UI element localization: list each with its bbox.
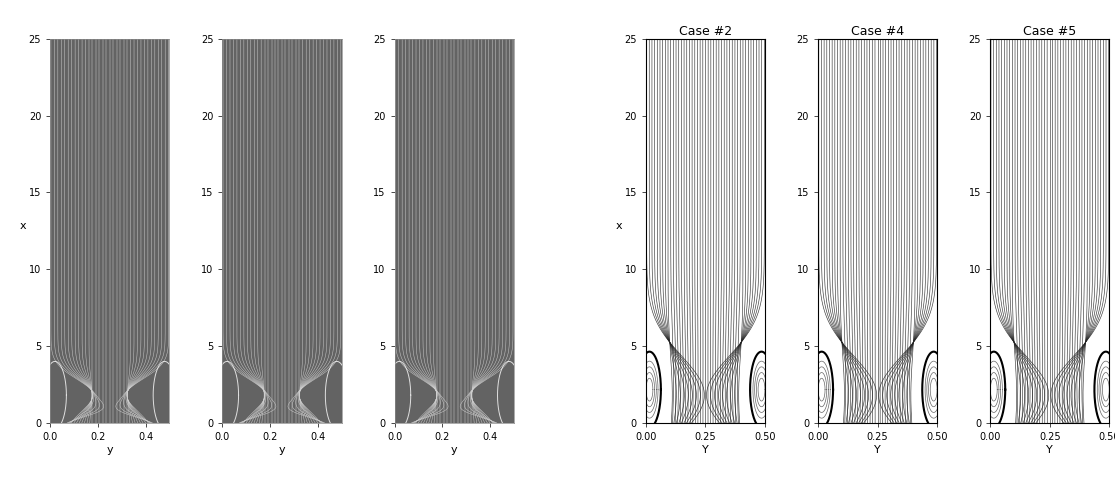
X-axis label: y: y [450, 445, 457, 454]
X-axis label: Y: Y [1047, 445, 1054, 454]
X-axis label: Y: Y [702, 445, 709, 454]
Title: Case #5: Case #5 [1024, 25, 1076, 38]
X-axis label: Y: Y [874, 445, 881, 454]
Y-axis label: x: x [615, 221, 622, 231]
Title: Case #4: Case #4 [851, 25, 904, 38]
Y-axis label: x: x [20, 221, 27, 231]
X-axis label: y: y [106, 445, 113, 454]
X-axis label: y: y [279, 445, 285, 454]
Title: Case #2: Case #2 [679, 25, 733, 38]
